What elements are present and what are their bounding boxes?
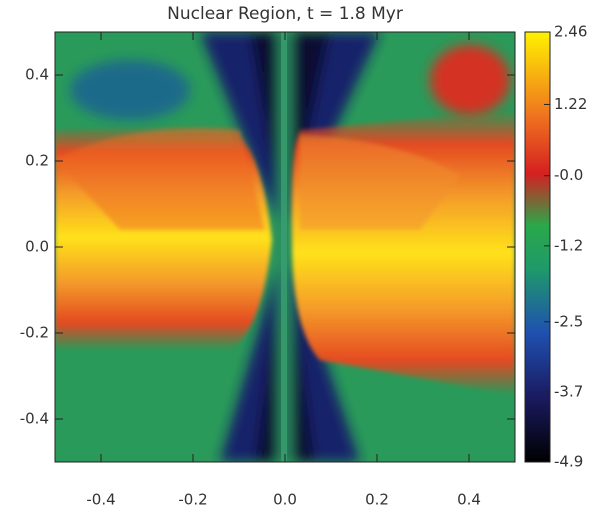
colorbar bbox=[524, 31, 551, 463]
y-tick-label: -0.2 bbox=[20, 324, 49, 342]
colorbar-tick-label: -3.7 bbox=[554, 382, 583, 400]
chart-title: Nuclear Region, t = 1.8 Myr bbox=[167, 4, 403, 24]
colorbar-tick-label: -4.9 bbox=[554, 453, 583, 471]
x-tick-label: -0.4 bbox=[86, 491, 115, 509]
y-tick-label: 0.2 bbox=[25, 152, 49, 170]
y-tick-label: 0.4 bbox=[25, 66, 49, 84]
field-image bbox=[55, 32, 515, 462]
colorbar-tick-label: -2.5 bbox=[554, 312, 583, 330]
y-tick-label: 0.0 bbox=[25, 238, 49, 256]
colorbar-tick-label: 1.22 bbox=[554, 95, 587, 113]
colorbar-tick-label: -0.0 bbox=[554, 166, 583, 184]
x-tick-label: 0.4 bbox=[457, 491, 481, 509]
x-tick-label: 0.0 bbox=[273, 491, 297, 509]
y-tick-label: -0.4 bbox=[20, 410, 49, 428]
colorbar-tick-label: -1.2 bbox=[554, 236, 583, 254]
x-tick-label: 0.2 bbox=[365, 491, 389, 509]
colorbar-tick-label: 2.46 bbox=[554, 23, 587, 41]
x-tick-label: -0.2 bbox=[178, 491, 207, 509]
